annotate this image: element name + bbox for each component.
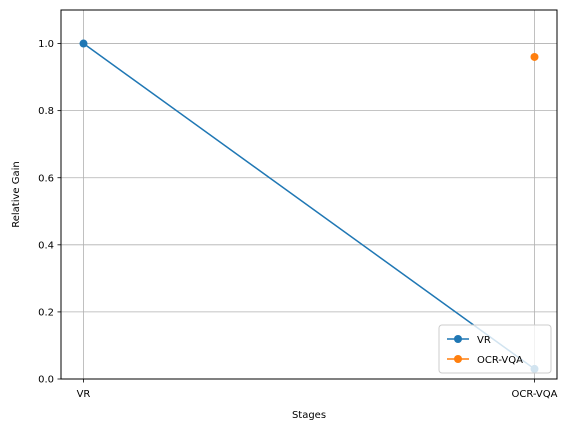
legend-marker [454, 335, 462, 343]
y-tick-label: 0.8 [38, 106, 54, 117]
axis-ticks: 0.0 0.2 0.4 0.6 0.8 1.0 VR OCR-VQA [38, 39, 558, 400]
x-tick-label: OCR-VQA [512, 389, 558, 400]
x-axis-label: Stages [292, 410, 326, 421]
y-axis-label: Relative Gain [11, 161, 22, 228]
legend-marker [454, 355, 462, 363]
data-point [530, 52, 539, 61]
plot-frame [60, 9, 558, 380]
legend: VR OCR-VQA [438, 324, 552, 374]
data-point [79, 39, 88, 48]
y-tick-label: 0.0 [38, 375, 54, 386]
legend-box [438, 324, 552, 374]
y-tick-label: 0.6 [38, 173, 54, 184]
y-tick-label: 0.4 [38, 240, 54, 251]
series-line [83, 42, 535, 370]
x-tick-label: VR [77, 389, 91, 400]
legend-label: OCR-VQA [477, 355, 523, 366]
y-tick-label: 0.2 [38, 308, 54, 319]
y-tick-label: 1.0 [38, 39, 54, 50]
legend-label: VR [477, 335, 491, 346]
